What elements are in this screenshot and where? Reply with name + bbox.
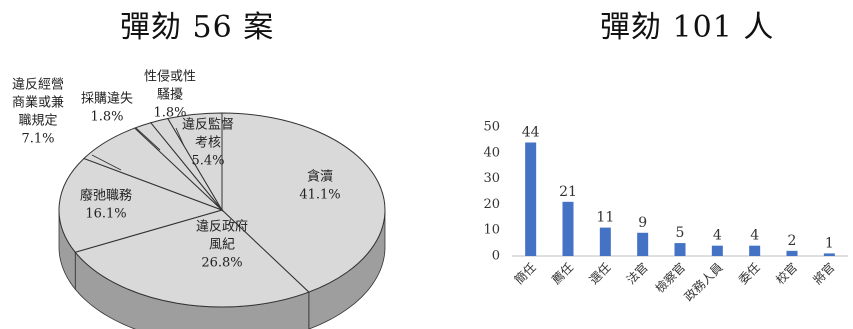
pie-slice-0 [221, 112, 386, 293]
pie-value-label-6: 5.4% [191, 154, 224, 169]
pie-value-label-3: 7.1% [21, 132, 54, 147]
pie-category-label-2: 廢弛職務 [80, 189, 132, 204]
bar-chart-title: 彈劾 101 人 [600, 10, 775, 45]
pie-slice-2 [58, 157, 224, 253]
pie-category-label-1: 違反政府 [196, 220, 248, 235]
pie-category-label-3: 違反經營 [12, 78, 64, 93]
pie-category-label-4: 採購違失 [81, 92, 133, 107]
pie-category-label-3: 商業或兼 [12, 95, 64, 111]
pie-value-label-5: 1.8% [153, 106, 186, 121]
pie-category-label-5: 性侵或性 [144, 69, 196, 85]
pie-category-label-6: 考核 [195, 136, 221, 151]
pie-category-label-6: 違反監督 [182, 117, 234, 133]
pie-value-label-0: 41.1% [299, 188, 340, 203]
pie-category-label-1: 風紀 [209, 238, 235, 253]
pie-leader-line-5 [175, 127, 185, 147]
pie-value-label-4: 1.8% [90, 110, 123, 125]
pie-category-label-5: 騷擾 [157, 87, 183, 103]
pie-category-label-3: 職規定 [18, 114, 57, 129]
pie-value-label-2: 16.1% [85, 207, 126, 222]
pie-slice-6 [167, 112, 223, 212]
pie-category-label-0: 貪瀆 [307, 169, 333, 185]
pie-chart-title: 彈劾 56 案 [120, 10, 275, 45]
pie-leader-line-4 [135, 127, 161, 151]
pie-slice-1 [74, 209, 310, 308]
pie-leader-line-3 [91, 154, 122, 171]
pie-value-label-1: 26.8% [201, 256, 242, 271]
